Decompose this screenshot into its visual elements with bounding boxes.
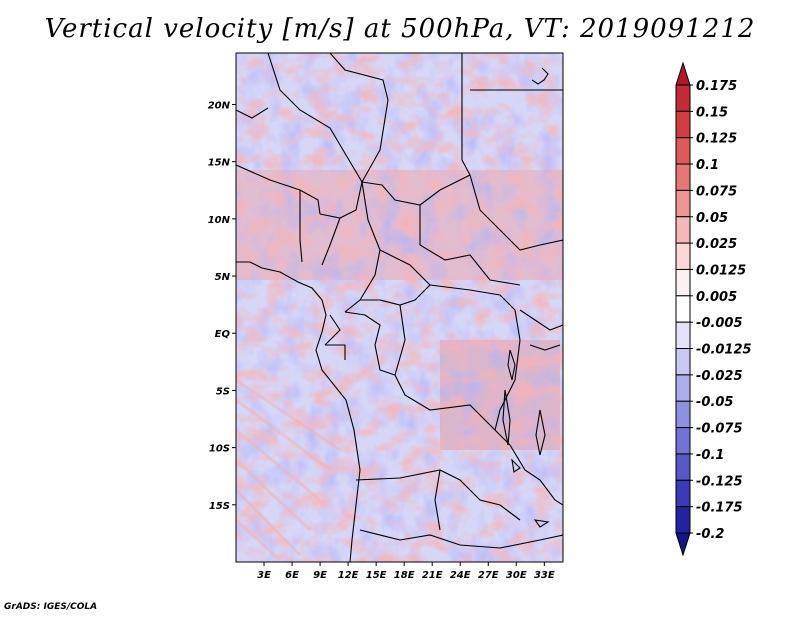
colorbar-label: -0.125 bbox=[696, 474, 743, 489]
colorbar-label: 0.005 bbox=[696, 290, 737, 305]
colorbar-bottom-arrow bbox=[675, 532, 691, 557]
latitude-axis: 20N 15N 10N 5N EQ 5S 10S 15S bbox=[208, 100, 236, 512]
colorbar-swatch bbox=[675, 321, 691, 350]
colorbar-swatch bbox=[675, 295, 691, 323]
colorbar-swatch bbox=[675, 163, 691, 191]
lat-label: 5N bbox=[215, 272, 231, 283]
colorbar-swatch bbox=[675, 374, 691, 402]
lon-label: 18E bbox=[394, 570, 415, 581]
lon-label: 9E bbox=[313, 570, 327, 581]
lat-label: EQ bbox=[215, 329, 231, 340]
colorbar-label: 0.175 bbox=[696, 79, 737, 94]
colorbar-label: -0.005 bbox=[696, 316, 743, 331]
colorbar-label: -0.2 bbox=[696, 527, 724, 542]
chart-title: Vertical velocity [m/s] at 500hPa, VT: 2… bbox=[44, 14, 756, 44]
lon-label: 33E bbox=[534, 570, 555, 581]
lat-label: 10S bbox=[209, 444, 230, 455]
colorbar-swatch bbox=[675, 400, 691, 429]
colorbar-label: -0.075 bbox=[696, 422, 743, 437]
lon-label: 15E bbox=[366, 570, 387, 581]
colorbar-label: 0.025 bbox=[696, 237, 737, 252]
lon-label: 27E bbox=[478, 570, 499, 581]
colorbar-label: 0.15 bbox=[696, 105, 728, 120]
colorbar-label: -0.1 bbox=[696, 448, 724, 463]
colorbar-label: 0.1 bbox=[696, 158, 719, 173]
colorbar-swatch bbox=[675, 84, 691, 112]
lon-label: 3E bbox=[257, 570, 271, 581]
lon-label: 12E bbox=[338, 570, 359, 581]
colorbar-swatch bbox=[675, 137, 691, 165]
lat-label: 5S bbox=[216, 386, 230, 397]
grads-credit: GrADS: IGES/COLA bbox=[4, 602, 98, 612]
colorbar-label: 0.125 bbox=[696, 132, 737, 147]
lon-label: 21E bbox=[422, 570, 443, 581]
colorbar-swatch bbox=[675, 427, 691, 455]
lon-label: 30E bbox=[506, 570, 527, 581]
lat-label: 20N bbox=[208, 100, 231, 111]
vertical-velocity-field bbox=[236, 53, 563, 562]
colorbar-label: -0.175 bbox=[696, 501, 743, 516]
colorbar-swatch bbox=[675, 453, 691, 481]
colorbar-label: 0.05 bbox=[696, 211, 728, 226]
colorbar-label: -0.025 bbox=[696, 369, 743, 384]
colorbar-swatch bbox=[675, 110, 691, 139]
colorbar-label: 0.0125 bbox=[696, 263, 746, 278]
colorbar-swatch bbox=[675, 506, 691, 534]
colorbar: 0.175 0.15 0.125 0.1 0.075 0.05 0.025 0.0125 0.0… bbox=[675, 61, 752, 557]
longitude-axis: 3E 6E 9E 12E 15E 18E 21E 24E 27E 30E 33E bbox=[257, 562, 555, 581]
colorbar-top-arrow bbox=[675, 61, 691, 86]
colorbar-swatch bbox=[675, 479, 691, 508]
colorbar-label: -0.05 bbox=[696, 395, 733, 410]
colorbar-swatch bbox=[675, 348, 691, 376]
lat-label: 10N bbox=[208, 215, 231, 226]
lon-label: 24E bbox=[450, 570, 471, 581]
lat-label: 15N bbox=[208, 158, 231, 169]
colorbar-swatch bbox=[675, 216, 691, 244]
colorbar-swatch bbox=[675, 268, 691, 297]
lon-label: 6E bbox=[285, 570, 299, 581]
country-borders bbox=[236, 53, 563, 562]
map-frame bbox=[235, 52, 564, 563]
lat-label: 15S bbox=[209, 501, 230, 512]
colorbar-swatch bbox=[675, 189, 691, 218]
colorbar-label: -0.0125 bbox=[696, 343, 752, 358]
colorbar-swatch bbox=[675, 242, 691, 270]
colorbar-label: 0.075 bbox=[696, 184, 737, 199]
